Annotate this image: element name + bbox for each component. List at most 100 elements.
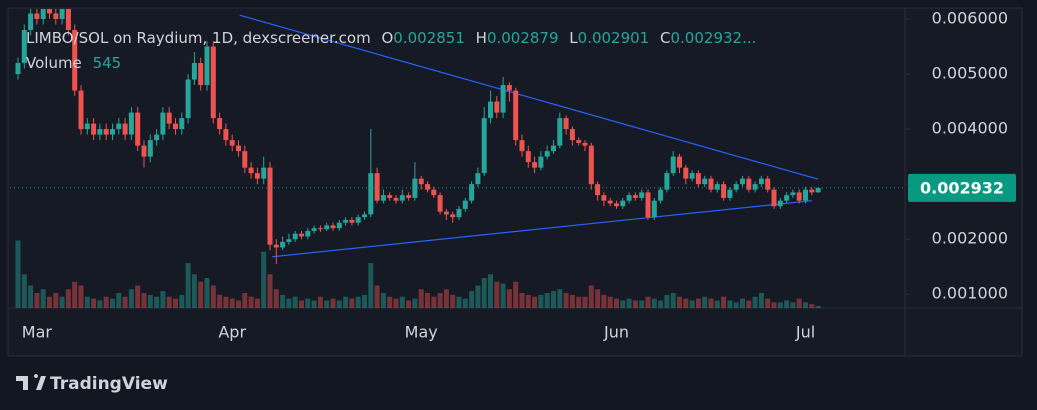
candle-body [456,208,462,218]
candle-body [695,173,701,185]
volume-bar [317,296,323,308]
candle-body [399,195,405,201]
volume-bar [97,300,103,308]
volume-bar [677,296,682,308]
candle-body [236,145,241,152]
x-tick-label: Mar [22,323,53,342]
volume-bar [311,300,317,308]
volume-bar [387,296,393,308]
candle-body [299,233,304,237]
candle-body [721,184,727,198]
candle-body [790,192,796,196]
volume-bar [368,263,374,308]
candle-body [481,118,487,174]
candle-body [380,195,386,201]
volume-bar [128,289,134,308]
volume-bar [576,296,582,308]
candle-body [173,123,178,130]
volume-bar [418,289,424,308]
volume-bar [28,285,34,308]
volume-bar [154,296,160,308]
candle-body [525,151,531,163]
trendline [271,200,812,258]
volume-bar [588,285,594,308]
candle-body [714,184,720,190]
candle-body [765,178,771,190]
volume-bar [412,298,418,308]
volume-bar [84,296,90,308]
volume-bar [198,281,204,308]
candle-body [154,134,160,141]
volume-bar [204,278,210,308]
volume-bar [450,294,456,308]
candle-body [803,189,808,201]
candle-body [311,228,317,231]
volume-bar [248,296,254,308]
legend-c-label: C [660,29,670,47]
candle-body [569,129,575,141]
volume-bar [758,293,764,308]
candle-body [506,85,512,91]
volume-bar [236,300,241,308]
candle-body [777,200,783,207]
candle-body [147,140,153,157]
volume-bar [803,302,808,308]
last-price-box [908,173,1016,202]
y-tick-label: 0.002000 [932,229,1008,248]
candle-body [362,214,367,218]
volume-bar [632,300,638,308]
volume-bar [330,298,336,308]
candle-body [317,228,323,230]
volume-bar [607,296,613,308]
candle-body [425,184,430,190]
candle-body [519,140,525,152]
candle-body [406,195,412,198]
volume-bar [59,296,65,308]
candle-body [122,123,128,135]
candle-body [286,239,292,242]
plot-area [15,9,821,308]
x-tick-label: Apr [218,323,246,342]
volume-bar [179,294,185,308]
legend-o-label: O [381,29,393,47]
candle-body [267,167,273,245]
volume-bar [374,285,380,308]
volume-bar [280,294,286,308]
candle-body [135,112,141,146]
volume-bar [569,294,575,308]
candle-body [431,189,437,196]
legend-l: 0.002901 [578,29,650,47]
candle-body [601,195,607,201]
chart-panel [7,7,1023,357]
candle-body [532,162,538,168]
volume-bar [500,283,506,308]
candle-body [733,184,739,190]
volume-bar [765,298,771,308]
candle-body [727,189,733,198]
legend-o: 0.002851 [393,29,465,47]
candle-body [141,145,147,157]
volume-bar [469,291,475,308]
volume-bar [147,294,153,308]
volume-bar [557,289,563,308]
candle-body [72,30,78,91]
candle-body [752,184,758,190]
candle-body [796,192,802,201]
volume-bar [217,294,223,308]
candle-body [28,13,34,31]
volume-bar [292,296,298,308]
volume-bar [141,293,147,308]
volume-bar [689,300,695,308]
volume-bar [601,294,607,308]
candle-body [343,219,349,223]
volume-bar [532,296,538,308]
volume-bar [513,281,519,308]
candle-body [658,189,664,201]
volume-bar [299,300,304,308]
volume-bar [815,305,821,308]
volume-bar [355,296,361,308]
volume-bar [53,293,59,308]
candle-body [809,189,815,193]
candle-body [387,195,393,198]
volume-bar [796,298,802,308]
